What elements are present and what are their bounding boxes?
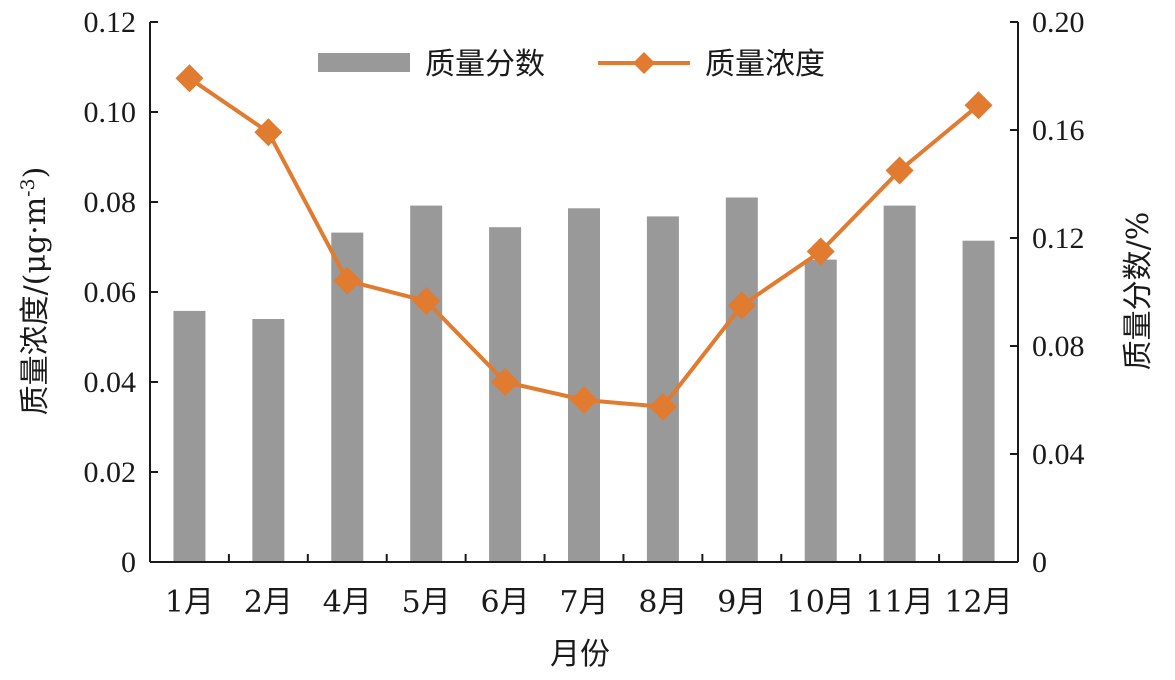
concentration-point-4: [412, 287, 441, 315]
legend-swatch-mass-fraction: [318, 53, 410, 72]
line-series-mass-concentration: [175, 64, 993, 421]
x-tick-label-3: 4月: [323, 585, 372, 620]
x-tick-label-4: 5月: [402, 585, 451, 620]
concentration-point-5: [491, 368, 520, 396]
bar-series-mass-fraction: [173, 197, 995, 563]
right-tick-label-5: 0.20: [1032, 6, 1085, 39]
concentration-point-6: [570, 386, 598, 414]
bar-11: [962, 240, 995, 562]
right-axis-ticks: 0 0.04 0.08 0.12 0.16 0.20: [1010, 6, 1085, 579]
x-tick-label-11: 12月: [944, 585, 1012, 620]
bar-8: [725, 197, 758, 562]
left-tick-label-2: 0.04: [84, 366, 137, 399]
concentration-point-7: [648, 392, 677, 421]
right-tick-label-0: 0: [1032, 546, 1047, 579]
left-tick-label-3: 0.06: [84, 276, 137, 309]
legend-label-mass-fraction: 质量分数: [425, 47, 545, 82]
concentration-point-3: [333, 266, 362, 295]
bar-4: [410, 205, 443, 562]
x-axis-title: 月份: [550, 637, 610, 672]
left-tick-label-6: 0.12: [84, 6, 137, 39]
x-tick-label-5: 6月: [481, 585, 530, 620]
legend: 质量分数 质量浓度: [318, 47, 825, 82]
right-tick-label-1: 0.04: [1032, 438, 1085, 471]
concentration-point-8: [727, 291, 756, 320]
right-tick-label-2: 0.08: [1032, 330, 1085, 363]
right-tick-label-3: 0.12: [1032, 222, 1085, 255]
x-tick-label-7: 8月: [638, 585, 687, 620]
left-axis-title: 质量浓度/(μg·m-3): [17, 167, 53, 416]
bar-10: [883, 205, 916, 562]
x-tick-label-8: 9月: [717, 585, 766, 620]
x-tick-label-6: 7月: [559, 585, 608, 620]
legend-marker-mass-concentration: [633, 52, 655, 74]
legend-label-mass-concentration: 质量浓度: [705, 47, 825, 82]
bar-6: [568, 208, 600, 563]
concentration-point-10: [885, 156, 914, 185]
left-tick-label-5: 0.10: [84, 96, 137, 129]
bar-2: [252, 319, 285, 562]
concentration-point-9: [806, 237, 835, 266]
x-tick-label-2: 2月: [244, 585, 293, 620]
x-axis-ticks: 1月 2月 4月 5月 6月 7月 8月 9月 10月 11月 12月: [149, 554, 1019, 620]
x-tick-label-9: 10月: [787, 585, 855, 620]
x-tick-label-1: 1月: [165, 585, 214, 620]
left-tick-label-0: 0: [121, 546, 136, 579]
concentration-point-2: [254, 118, 283, 147]
x-tick-label-10: 11月: [866, 585, 934, 620]
left-tick-label-4: 0.08: [84, 186, 137, 219]
bar-1: [173, 310, 206, 562]
concentration-point-11: [964, 91, 993, 120]
left-axis-ticks: 0 0.02 0.04 0.06 0.08 0.10 0.12: [84, 6, 158, 579]
right-tick-label-4: 0.16: [1032, 114, 1085, 147]
right-axis-title: 质量分数/%: [1121, 212, 1156, 371]
bar-7: [646, 216, 679, 562]
bar-9: [804, 259, 837, 562]
left-tick-label-1: 0.02: [84, 456, 137, 489]
concentration-point-1: [175, 64, 204, 93]
